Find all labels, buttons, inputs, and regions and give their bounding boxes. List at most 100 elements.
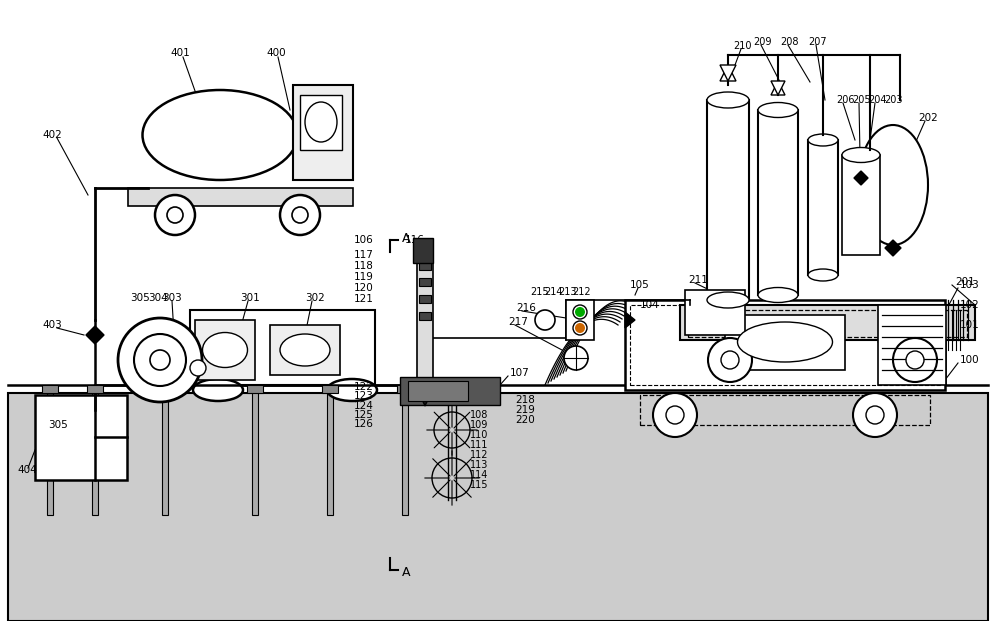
Circle shape <box>906 351 924 369</box>
Polygon shape <box>86 326 104 335</box>
Bar <box>625 300 945 390</box>
Polygon shape <box>771 81 785 95</box>
Text: 111: 111 <box>470 440 488 450</box>
Text: 304: 304 <box>148 293 168 303</box>
Text: 106: 106 <box>354 235 374 245</box>
Text: 102: 102 <box>960 300 980 310</box>
Circle shape <box>150 350 170 370</box>
Text: 205: 205 <box>852 95 871 105</box>
Text: 124: 124 <box>354 401 374 411</box>
Bar <box>8 393 988 621</box>
Text: 105: 105 <box>630 280 650 290</box>
Ellipse shape <box>707 92 749 108</box>
Text: 123: 123 <box>354 391 374 401</box>
Text: 109: 109 <box>470 420 488 430</box>
Circle shape <box>134 334 186 386</box>
Text: 202: 202 <box>918 113 938 123</box>
Bar <box>157 385 173 393</box>
Circle shape <box>653 393 697 437</box>
Circle shape <box>721 351 739 369</box>
Bar <box>758 110 798 295</box>
Bar <box>247 385 263 393</box>
Ellipse shape <box>305 102 337 142</box>
Polygon shape <box>720 65 736 81</box>
Ellipse shape <box>758 288 798 302</box>
Text: 403: 403 <box>42 320 62 330</box>
Text: 213: 213 <box>558 287 576 297</box>
Circle shape <box>573 305 587 319</box>
Bar <box>417 240 433 400</box>
Text: 209: 209 <box>753 37 772 47</box>
Text: 121: 121 <box>354 294 374 304</box>
Text: 101: 101 <box>960 320 980 330</box>
Bar <box>92 385 98 515</box>
Circle shape <box>167 207 183 223</box>
Text: 215: 215 <box>530 287 549 297</box>
Circle shape <box>292 207 308 223</box>
Bar <box>808 140 838 275</box>
Circle shape <box>853 393 897 437</box>
Text: 214: 214 <box>544 287 562 297</box>
Bar <box>842 155 880 255</box>
Text: 100: 100 <box>960 355 980 365</box>
Bar <box>419 295 431 303</box>
Bar <box>42 385 58 393</box>
Bar <box>688 310 967 337</box>
Circle shape <box>575 307 585 317</box>
Circle shape <box>666 406 684 424</box>
Text: 118: 118 <box>354 261 374 271</box>
Bar <box>408 381 468 401</box>
Bar <box>878 305 946 385</box>
Circle shape <box>575 323 585 333</box>
Circle shape <box>573 321 587 335</box>
Ellipse shape <box>202 332 248 368</box>
Bar <box>640 395 930 425</box>
Text: 204: 204 <box>868 95 887 105</box>
Text: 107: 107 <box>510 368 530 378</box>
Text: 112: 112 <box>470 450 488 460</box>
Text: 110: 110 <box>470 430 488 440</box>
Text: 206: 206 <box>836 95 854 105</box>
Bar <box>47 385 53 515</box>
Text: 120: 120 <box>354 283 374 293</box>
Text: 210: 210 <box>733 41 752 51</box>
Text: 207: 207 <box>808 37 827 47</box>
Circle shape <box>893 338 937 382</box>
Text: 201: 201 <box>955 277 975 287</box>
Bar <box>322 385 338 393</box>
Ellipse shape <box>707 292 749 308</box>
Text: 301: 301 <box>240 293 260 303</box>
Circle shape <box>118 318 202 402</box>
Bar <box>293 85 353 180</box>
Bar <box>300 95 342 150</box>
Polygon shape <box>885 248 901 256</box>
Text: 208: 208 <box>780 37 798 47</box>
Text: 125: 125 <box>354 410 374 420</box>
Text: A: A <box>402 566 411 579</box>
Bar <box>397 385 413 393</box>
Text: 119: 119 <box>354 272 374 282</box>
Text: 122: 122 <box>354 382 374 392</box>
Bar <box>413 238 433 263</box>
Text: 126: 126 <box>354 419 374 429</box>
Text: 401: 401 <box>170 48 190 58</box>
Polygon shape <box>720 65 736 81</box>
Text: 219: 219 <box>515 405 535 415</box>
Circle shape <box>708 338 752 382</box>
Bar <box>419 278 431 286</box>
Bar <box>419 240 431 252</box>
Text: 104: 104 <box>640 300 660 310</box>
Circle shape <box>866 406 884 424</box>
Bar <box>707 100 749 300</box>
Ellipse shape <box>808 269 838 281</box>
Text: 211: 211 <box>688 275 708 285</box>
Bar <box>252 385 258 515</box>
Polygon shape <box>854 171 868 178</box>
Bar <box>270 325 340 375</box>
Text: 218: 218 <box>515 395 535 405</box>
Bar <box>35 395 127 480</box>
Bar <box>327 385 333 515</box>
Bar <box>400 377 500 405</box>
Text: 305: 305 <box>130 293 150 303</box>
Ellipse shape <box>808 134 838 146</box>
